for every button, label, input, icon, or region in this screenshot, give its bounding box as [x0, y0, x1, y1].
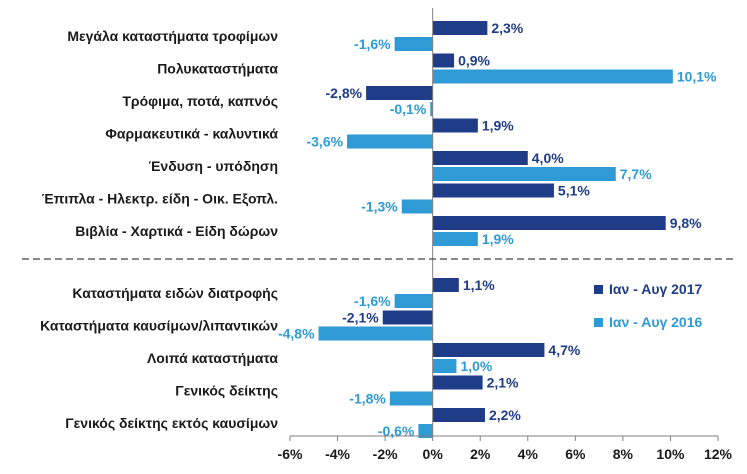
data-label-2017: 4,0% — [532, 150, 564, 166]
bar-2016 — [432, 359, 457, 373]
bar-2017 — [432, 21, 488, 35]
category-label: Γενικός δείκτης εκτός καυσίμων — [65, 415, 278, 431]
x-tick-label: 6% — [565, 446, 586, 462]
category-label: Τρόφιμα, ποτά, καπνός — [122, 93, 278, 109]
bar-2017 — [432, 216, 666, 230]
bar-2017 — [432, 183, 554, 198]
bar-2017 — [432, 375, 483, 390]
category-labels: Μεγάλα καταστήματα τροφίμων Πολυκαταστήμα… — [40, 28, 278, 431]
category-label: Πολυκαταστήματα — [157, 61, 278, 77]
legend-label-series-2: Ιαν - Αυγ 2016 — [609, 314, 702, 330]
category-label: Λοιπά καταστήματα — [147, 350, 278, 366]
x-tick-label: -2% — [373, 446, 398, 462]
x-tick-label: 0% — [423, 446, 444, 462]
x-tick-label: 2% — [470, 446, 491, 462]
bar-2017 — [432, 408, 485, 422]
data-labels-layer: 2,3% -1,6% 0,9% 10,1% -2,8% -0,1% 1,9% -3,6% 4,0… — [278, 20, 717, 439]
x-tick-label: 8% — [613, 446, 634, 462]
x-tick-label: -4% — [325, 446, 350, 462]
bar-2016 — [401, 199, 433, 214]
category-label: Φαρμακευτικά - καλυντικά — [105, 126, 278, 142]
category-label: Καταστήματα ειδών διατροφής — [72, 285, 278, 301]
x-tick-label: 10% — [656, 446, 685, 462]
data-label-2017: -2,8% — [326, 85, 363, 101]
data-label-2016: -1,6% — [354, 293, 391, 309]
category-label: Γενικός δείκτης — [175, 383, 278, 399]
data-label-2017: 9,8% — [670, 215, 702, 231]
data-label-2016: 7,7% — [620, 166, 652, 182]
data-label-2016: -1,6% — [354, 36, 391, 52]
bar-2016 — [394, 294, 433, 308]
data-label-2017: 5,1% — [558, 183, 590, 199]
category-label: Βιβλία - Χαρτικά - Είδη δώρων — [75, 223, 278, 239]
bar-2017 — [382, 310, 433, 325]
data-label-2017: 2,2% — [489, 407, 521, 423]
bar-2017 — [432, 151, 528, 165]
data-label-2016: -1,8% — [349, 391, 386, 407]
legend: Ιαν - Αυγ 2017 Ιαν - Αυγ 2016 — [594, 281, 702, 330]
legend-label-series-1: Ιαν - Αυγ 2017 — [609, 281, 702, 297]
data-label-2016: -3,6% — [306, 134, 343, 150]
data-label-2016: -1,3% — [361, 199, 398, 215]
data-label-2016: -0,1% — [390, 101, 427, 117]
data-label-2017: -2,1% — [342, 310, 379, 326]
bar-2016 — [432, 232, 478, 246]
x-tick-label: 12% — [704, 446, 733, 462]
category-label: Ένδυση - υπόδηση — [148, 158, 278, 174]
data-label-2017: 4,7% — [548, 342, 580, 358]
x-tick-label: -6% — [278, 446, 303, 462]
data-label-2016: 1,9% — [482, 231, 514, 247]
data-label-2016: -0,6% — [378, 423, 415, 439]
data-label-2016: 10,1% — [677, 69, 717, 85]
bar-2016 — [430, 102, 433, 116]
category-label: Μεγάλα καταστήματα τροφίμων — [67, 28, 278, 44]
data-label-2017: 1,9% — [482, 118, 514, 134]
bar-2016 — [318, 326, 433, 341]
bar-2016 — [394, 37, 433, 51]
bar-2017 — [432, 278, 459, 292]
bar-2017 — [432, 118, 478, 133]
bar-2017 — [366, 86, 433, 100]
bar-2016 — [347, 134, 433, 149]
bar-2017 — [432, 343, 545, 357]
category-label: Έπιπλα - Ηλεκτρ. είδη - Οικ. Εξοπλ. — [42, 191, 278, 207]
x-axis: -6% -4% -2% 0% 2% 4% 6% 8% 10% 12% — [22, 8, 734, 462]
legend-swatch-series-2 — [594, 318, 603, 327]
bar-2017 — [432, 53, 455, 68]
bar-2016 — [389, 391, 433, 406]
data-label-2017: 2,1% — [487, 375, 519, 391]
data-label-2016: 1,0% — [460, 358, 492, 374]
bar-2016 — [418, 424, 433, 438]
bar-2016 — [432, 167, 616, 181]
x-tick-label: 4% — [518, 446, 539, 462]
data-label-2016: -4,8% — [278, 326, 315, 342]
data-label-2017: 0,9% — [458, 53, 490, 69]
bars-layer — [318, 21, 673, 438]
legend-swatch-series-1 — [594, 285, 603, 294]
data-label-2017: 1,1% — [463, 277, 495, 293]
bar-2016 — [432, 69, 673, 84]
category-label: Καταστήματα καυσίμων/λιπαντικών — [40, 318, 278, 334]
data-label-2017: 2,3% — [491, 20, 523, 36]
